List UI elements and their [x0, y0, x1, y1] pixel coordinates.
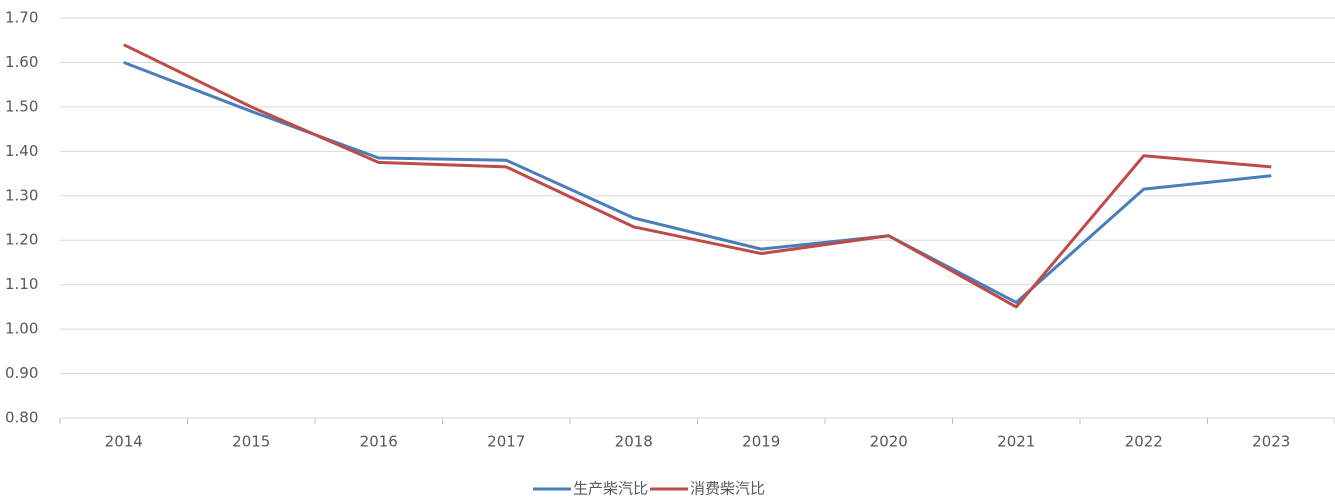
x-tick-label: 2016: [360, 433, 398, 451]
legend-label: 生产柴汽比: [573, 480, 648, 498]
y-tick-label: 0.80: [5, 409, 38, 427]
x-tick-label: 2021: [997, 433, 1035, 451]
y-tick-label: 1.30: [5, 186, 38, 204]
line-series: [123, 43, 1272, 309]
x-tick-label: 2019: [742, 433, 780, 451]
y-tick-label: 1.60: [5, 53, 38, 71]
legend-label: 消费柴汽比: [690, 480, 765, 498]
y-tick-label: 1.20: [5, 231, 38, 249]
y-tick-label: 1.10: [5, 275, 38, 293]
x-tick-label: 2018: [615, 433, 653, 451]
x-tick-label: 2017: [487, 433, 525, 451]
x-tick-label: 2023: [1252, 433, 1290, 451]
line-series: [123, 61, 1272, 304]
y-tick-label: 0.90: [5, 364, 38, 382]
x-tick-label: 2014: [105, 433, 143, 451]
x-tick-label: 2015: [232, 433, 270, 451]
x-tick-label: 2022: [1125, 433, 1163, 451]
x-tick-label: 2020: [870, 433, 908, 451]
y-tick-label: 1.00: [5, 320, 38, 338]
y-tick-label: 1.40: [5, 142, 38, 160]
y-tick-label: 1.50: [5, 97, 38, 115]
y-tick-label: 1.70: [5, 9, 38, 27]
